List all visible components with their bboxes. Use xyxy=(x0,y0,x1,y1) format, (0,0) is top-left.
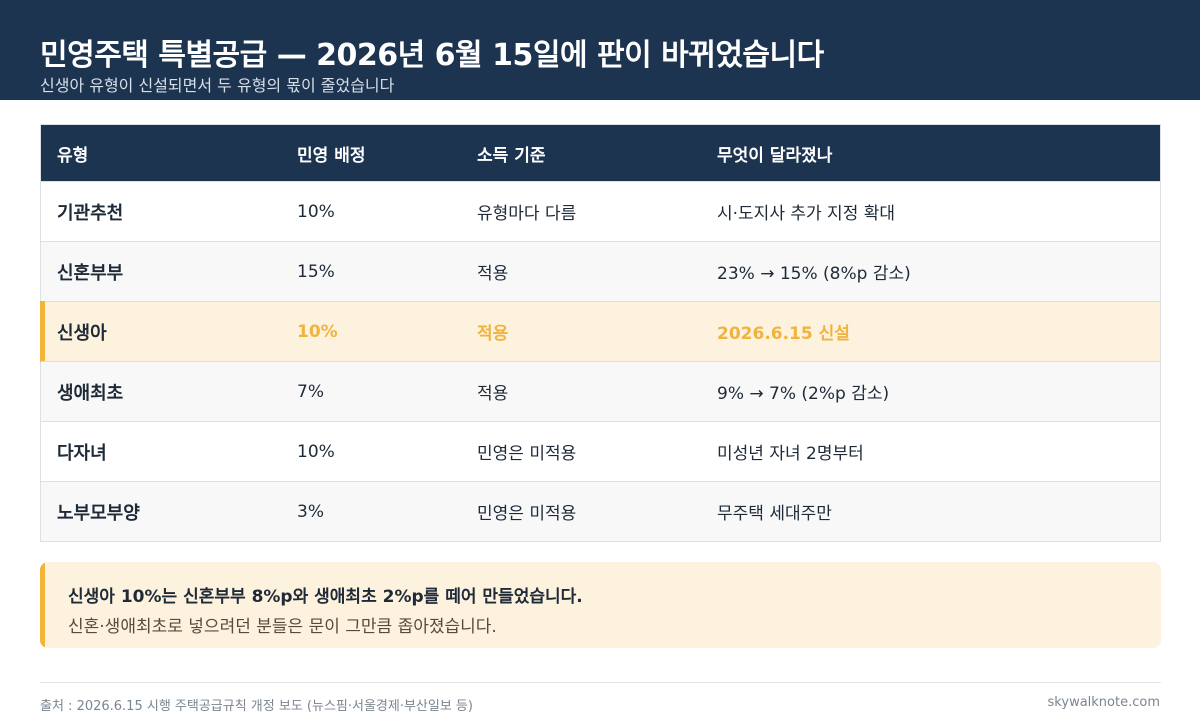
row-share: 15% xyxy=(297,261,335,282)
row-change: 2026.6.15 신설 xyxy=(717,324,850,344)
source-credit: 출처 : 2026.6.15 시행 주택공급규칙 개정 보도 (뉴스핌·서울경제… xyxy=(40,699,473,714)
row-change: 무주택 세대주만 xyxy=(717,504,832,524)
row-type: 신혼부부 xyxy=(57,262,124,284)
special-supply-table: 유형 민영 배정 소득 기준 무엇이 달라졌나 기관추천 10% 유형마다 다름… xyxy=(40,124,1161,542)
row-income: 적용 xyxy=(477,384,509,404)
row-share: 7% xyxy=(297,381,324,402)
row-type: 기관추천 xyxy=(57,202,124,224)
column-header-change: 무엇이 달라졌나 xyxy=(717,145,833,166)
row-change: 미성년 자녀 2명부터 xyxy=(717,444,864,464)
table-header-row: 유형 민영 배정 소득 기준 무엇이 달라졌나 xyxy=(41,125,1160,181)
page-subtitle: 신생아 유형이 신설되면서 두 유형의 몫이 줄었습니다 xyxy=(40,76,395,95)
row-type: 생애최초 xyxy=(57,382,124,404)
row-income: 민영은 미적용 xyxy=(477,504,577,524)
row-income: 적용 xyxy=(477,264,509,284)
page-title: 민영주택 특별공급 — 2026년 6월 15일에 판이 바뀌었습니다 xyxy=(40,38,824,73)
row-income: 민영은 미적용 xyxy=(477,444,577,464)
row-change: 23% → 15% (8%p 감소) xyxy=(717,264,911,284)
row-share: 3% xyxy=(297,501,324,522)
row-share: 10% xyxy=(297,441,335,462)
table-row-highlighted: 신생아 10% 적용 2026.6.15 신설 xyxy=(40,301,1160,362)
row-share: 10% xyxy=(297,201,335,222)
row-change: 시·도지사 추가 지정 확대 xyxy=(717,204,896,224)
column-header-type: 유형 xyxy=(57,145,89,166)
column-header-share: 민영 배정 xyxy=(297,145,366,166)
footer-divider xyxy=(40,682,1161,683)
row-type: 다자녀 xyxy=(57,442,107,464)
row-type: 신생아 xyxy=(57,322,107,344)
table-row: 다자녀 10% 민영은 미적용 미성년 자녀 2명부터 xyxy=(41,421,1160,481)
table-row: 신혼부부 15% 적용 23% → 15% (8%p 감소) xyxy=(41,241,1160,301)
note-headline: 신생아 10%는 신혼부부 8%p와 생애최초 2%p를 떼어 만들었습니다. xyxy=(68,587,583,607)
table-row: 기관추천 10% 유형마다 다름 시·도지사 추가 지정 확대 xyxy=(41,181,1160,241)
table-row: 노부모부양 3% 민영은 미적용 무주택 세대주만 xyxy=(41,481,1160,541)
row-type: 노부모부양 xyxy=(57,502,140,524)
header-banner: 민영주택 특별공급 — 2026년 6월 15일에 판이 바뀌었습니다 신생아 … xyxy=(0,0,1200,100)
note-detail: 신혼·생애최초로 넣으려던 분들은 문이 그만큼 좁아졌습니다. xyxy=(68,617,497,637)
site-credit: skywalknote.com xyxy=(1047,695,1160,710)
row-income: 유형마다 다름 xyxy=(477,204,577,224)
column-header-income: 소득 기준 xyxy=(477,145,546,166)
row-change: 9% → 7% (2%p 감소) xyxy=(717,384,890,404)
row-share: 10% xyxy=(297,321,338,342)
row-income: 적용 xyxy=(477,324,509,344)
table-row: 생애최초 7% 적용 9% → 7% (2%p 감소) xyxy=(41,361,1160,421)
callout-note: 신생아 10%는 신혼부부 8%p와 생애최초 2%p를 떼어 만들었습니다. … xyxy=(40,562,1161,648)
